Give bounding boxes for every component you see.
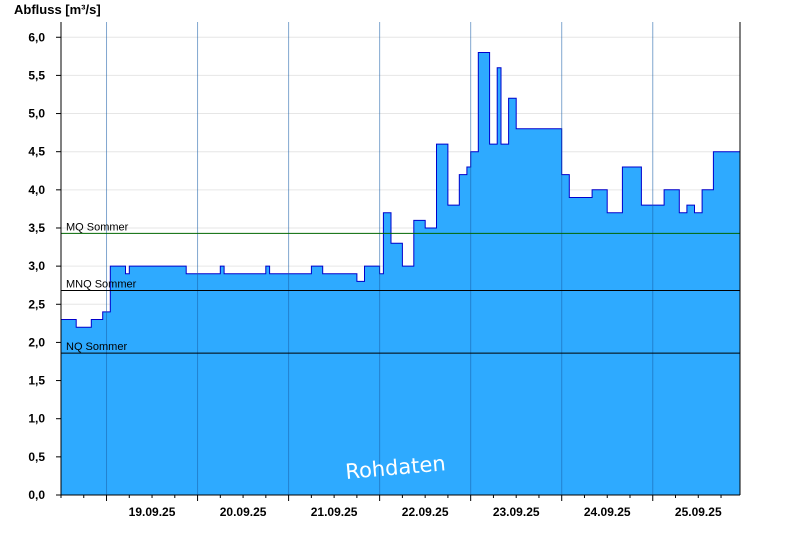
reference-line-label: MNQ Sommer [66, 279, 137, 291]
x-tick-label: 23.09.25 [493, 505, 540, 519]
y-tick-label: 2,5 [28, 297, 45, 311]
x-tick-label: 25.09.25 [675, 505, 722, 519]
y-tick-label: 1,5 [28, 374, 45, 388]
y-tick-label: 3,5 [28, 221, 45, 235]
y-tick-label: 1,0 [28, 412, 45, 426]
y-axis-title: Abfluss [m³/s] [14, 2, 101, 17]
y-tick-label: 2,0 [28, 335, 45, 349]
plot-area: MQ Sommer MNQ Sommer NQ Sommer [61, 22, 740, 495]
axes: 0,0 0,5 1,0 1,5 2,0 2,5 3,0 3,5 4,0 4,5 5,0 5,5 6,0 1… [28, 22, 741, 519]
y-tick-label: 3,0 [28, 259, 45, 273]
x-tick-label: 20.09.25 [220, 505, 267, 519]
x-tick-label: 21.09.25 [311, 505, 358, 519]
x-tick-label: 24.09.25 [584, 505, 631, 519]
reference-line-label: MQ Sommer [66, 221, 129, 233]
x-tick-label: 19.09.25 [129, 505, 176, 519]
y-tick-label: 4,0 [28, 183, 45, 197]
y-tick-label: 0,5 [28, 450, 45, 464]
series-area [61, 52, 740, 495]
y-tick-label: 6,0 [28, 30, 45, 44]
y-tick-label: 5,0 [28, 107, 45, 121]
y-tick-label: 4,5 [28, 145, 45, 159]
x-tick-label: 22.09.25 [402, 505, 449, 519]
y-tick-label: 5,5 [28, 68, 45, 82]
series-line [61, 52, 740, 328]
y-tick-label: 0,0 [28, 488, 45, 502]
reference-line-label: NQ Sommer [66, 341, 127, 353]
